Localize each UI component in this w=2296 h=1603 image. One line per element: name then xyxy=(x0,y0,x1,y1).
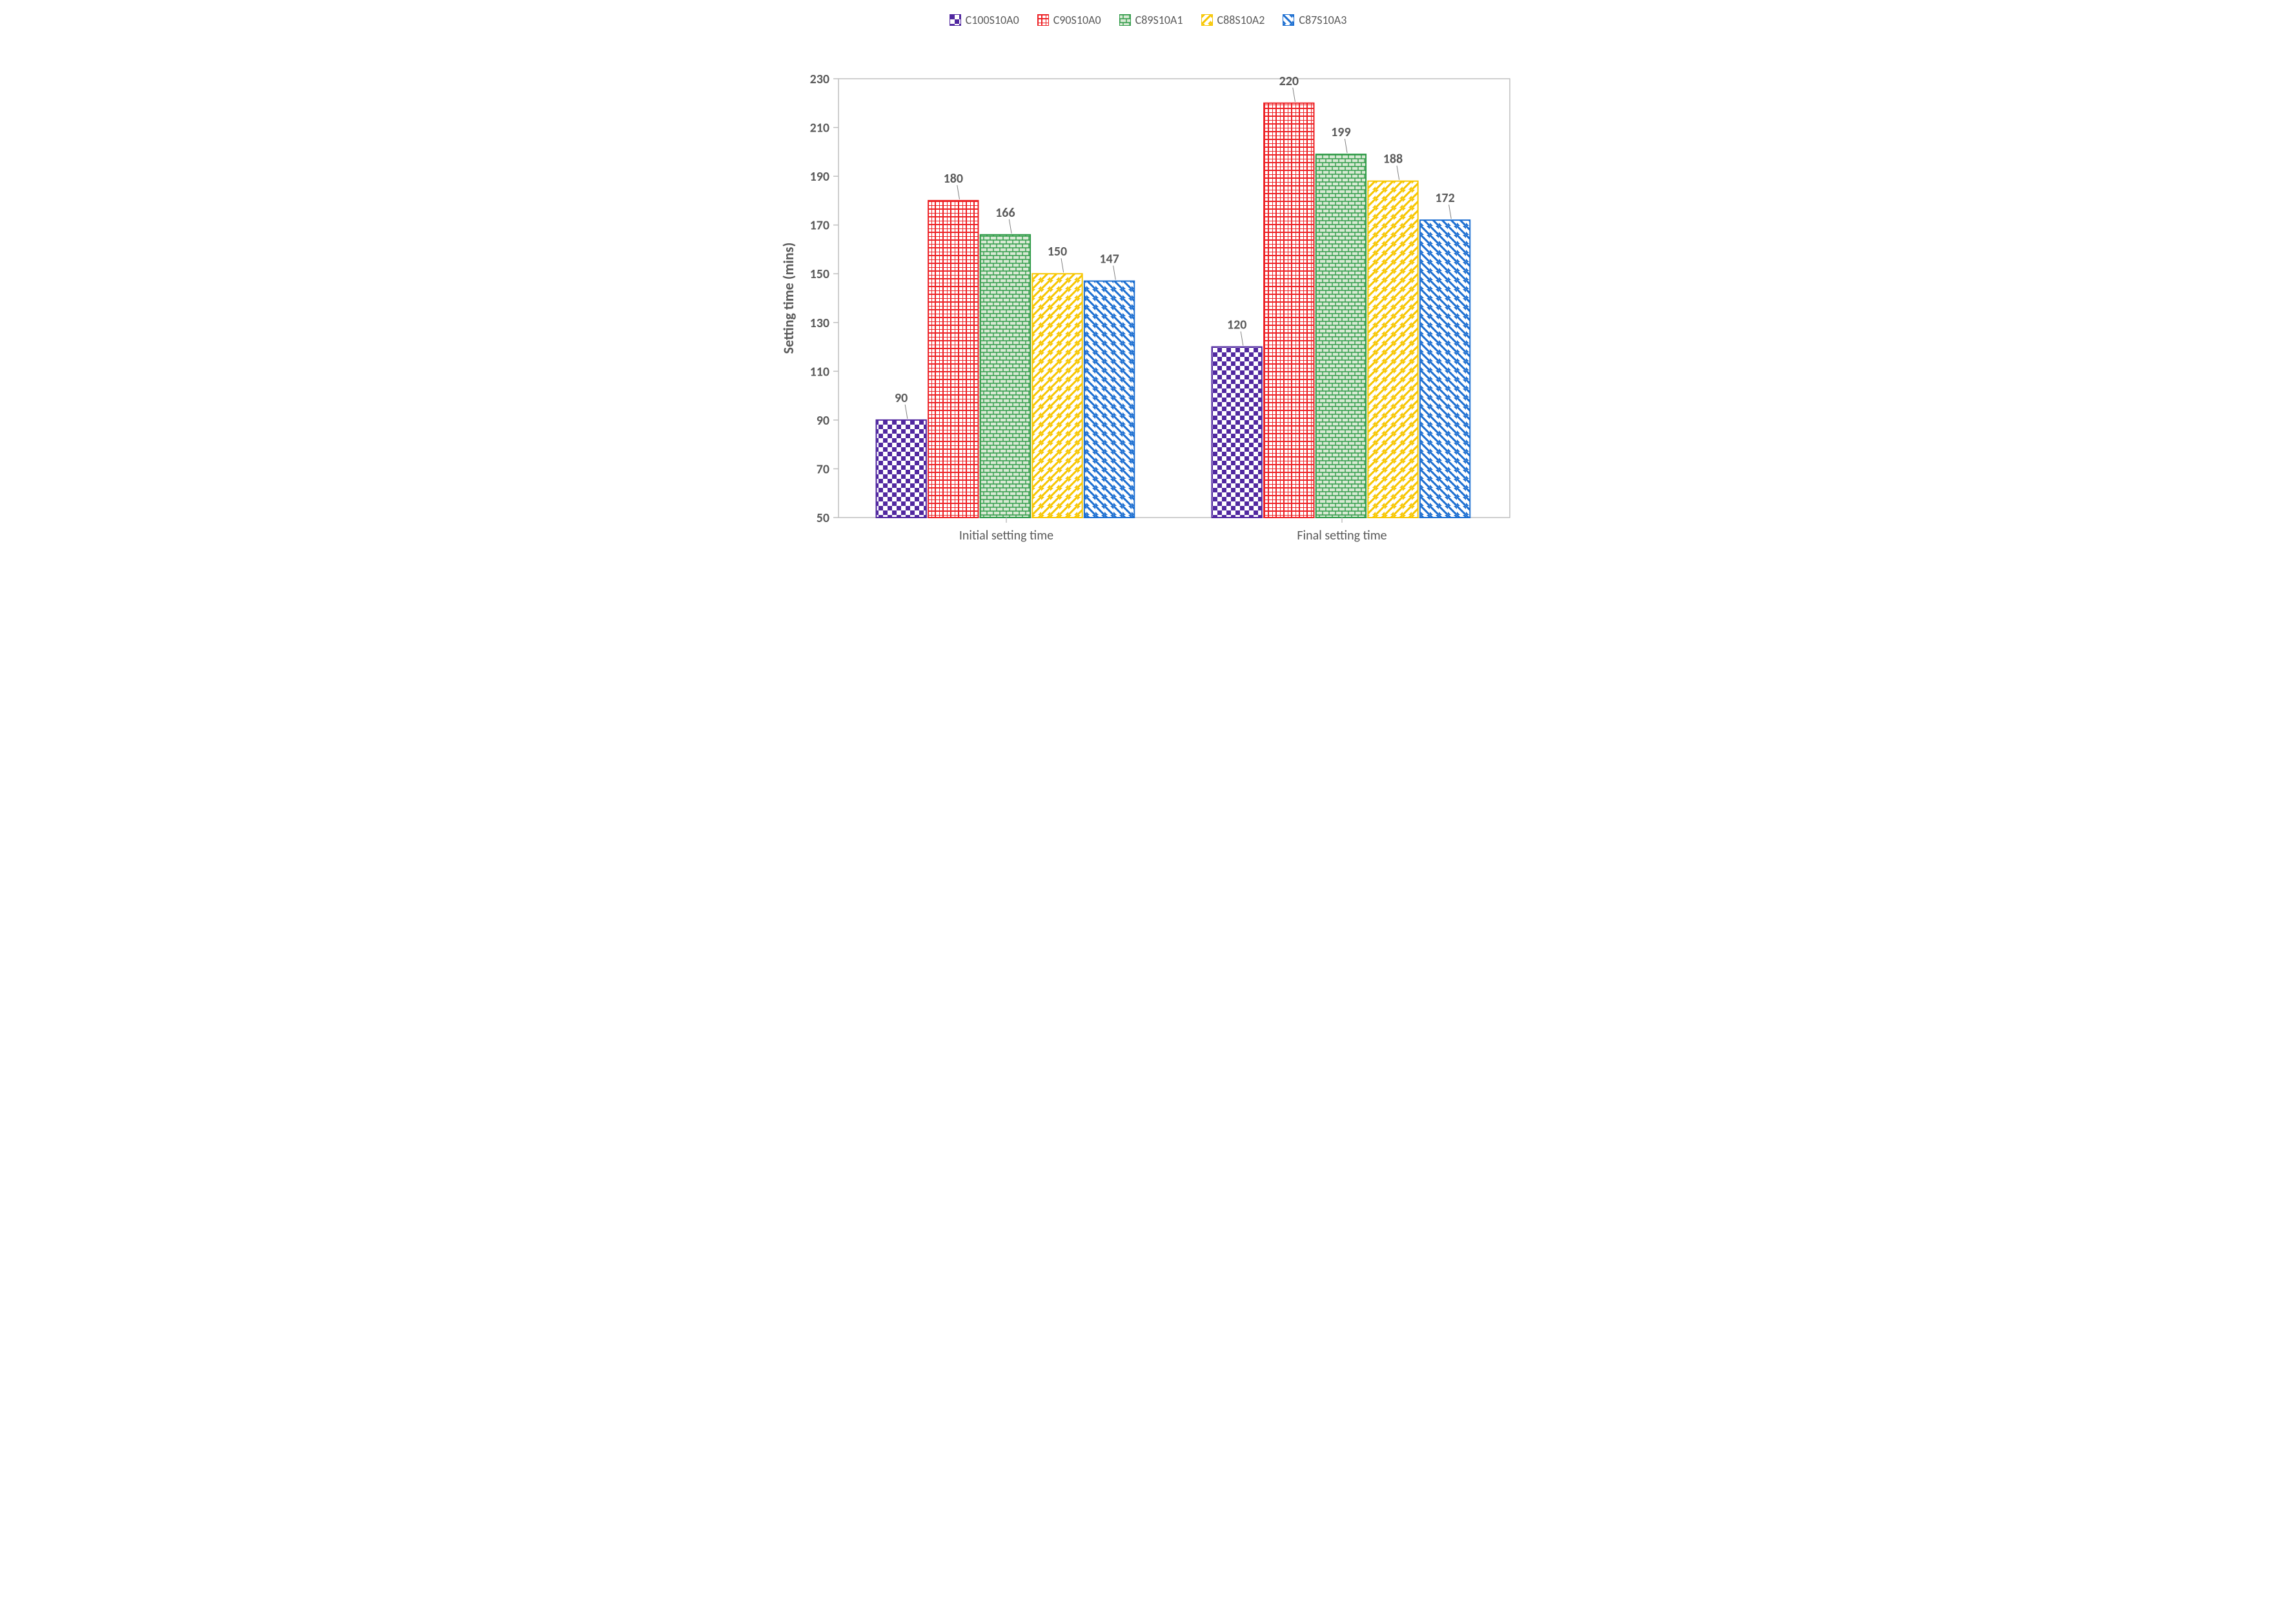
legend-label: C87S10A3 xyxy=(1299,13,1346,27)
legend-item: C89S10A1 xyxy=(1119,13,1183,27)
y-tick-label: 150 xyxy=(809,267,829,282)
y-tick-label: 190 xyxy=(809,169,829,185)
value-label: 188 xyxy=(1383,152,1402,167)
bar xyxy=(1264,103,1314,518)
bar xyxy=(1212,347,1261,518)
legend-label: C100S10A0 xyxy=(966,13,1019,27)
bar-chart: 50 70 90 110 130 150 170 190 210 230 Setting time … xyxy=(761,27,1536,568)
bar xyxy=(1316,154,1365,518)
legend-swatch xyxy=(1201,14,1213,26)
legend-swatch xyxy=(1283,14,1294,26)
category-label: Final setting time xyxy=(1297,528,1387,543)
legend-swatch xyxy=(950,14,961,26)
legend-item: C90S10A0 xyxy=(1037,13,1101,27)
bar xyxy=(1419,220,1469,518)
y-tick-label: 70 xyxy=(816,461,829,477)
bar xyxy=(1368,181,1417,518)
value-label: 166 xyxy=(995,205,1015,221)
y-tick-label: 90 xyxy=(816,413,829,428)
legend-label: C88S10A2 xyxy=(1217,13,1265,27)
legend-item: C100S10A0 xyxy=(950,13,1019,27)
legend-swatch xyxy=(1037,14,1049,26)
legend-label: C89S10A1 xyxy=(1135,13,1183,27)
value-label: 199 xyxy=(1331,125,1350,140)
y-tick-label: 110 xyxy=(809,364,829,379)
y-axis-label: Setting time (mins) xyxy=(780,243,797,354)
y-tick-label: 230 xyxy=(809,72,829,87)
y-tick-label: 50 xyxy=(816,510,829,526)
value-label: 220 xyxy=(1279,74,1298,89)
bar xyxy=(928,201,978,518)
value-label: 90 xyxy=(895,390,908,406)
value-label: 180 xyxy=(943,171,962,187)
category-label: Initial setting time xyxy=(959,528,1053,543)
legend-label: C90S10A0 xyxy=(1053,13,1101,27)
bar xyxy=(980,235,1030,518)
value-label: 147 xyxy=(1099,252,1119,267)
bar xyxy=(876,420,926,518)
value-label: 120 xyxy=(1226,318,1246,333)
y-tick-label: 210 xyxy=(809,121,829,136)
y-tick-label: 170 xyxy=(809,218,829,234)
legend: C100S10A0 C90S10A0 C89S10A1 C88S10A2 C87S10A… xyxy=(761,13,1536,27)
legend-item: C88S10A2 xyxy=(1201,13,1265,27)
value-label: 172 xyxy=(1435,190,1454,206)
legend-item: C87S10A3 xyxy=(1283,13,1346,27)
bar xyxy=(1084,281,1133,518)
y-tick-label: 130 xyxy=(809,316,829,331)
bar xyxy=(1032,274,1082,518)
value-label: 150 xyxy=(1047,244,1066,259)
chart-container: C100S10A0 C90S10A0 C89S10A1 C88S10A2 C87S10A… xyxy=(761,13,1536,568)
legend-swatch xyxy=(1119,14,1131,26)
